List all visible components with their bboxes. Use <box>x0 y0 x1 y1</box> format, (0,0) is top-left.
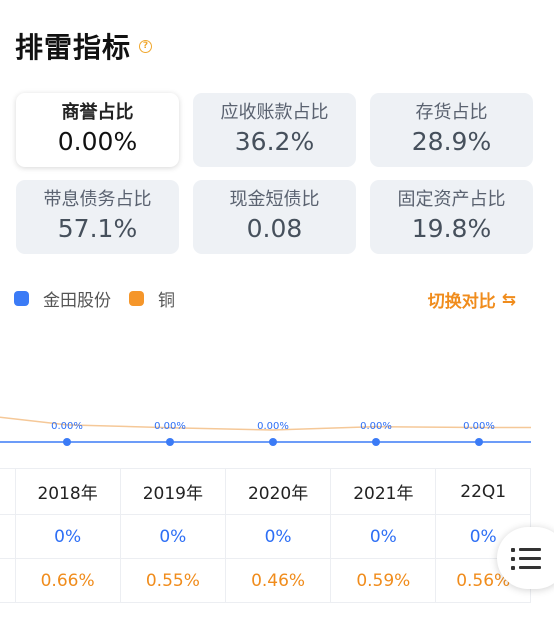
data-label-company: 0.00% <box>360 421 392 432</box>
metric-label: 商誉占比 <box>61 102 134 123</box>
table-header-cell: 2021年 <box>330 468 437 515</box>
data-label-company: 0.00% <box>154 421 186 432</box>
switch-compare-label: 切换对比 <box>427 292 496 312</box>
table-header-row: 2018年 2019年 2020年 2021年 22Q1 <box>0 468 531 515</box>
list-menu-button[interactable] <box>497 527 554 589</box>
switch-compare-button[interactable]: 切换对比 ⇆ <box>427 287 516 313</box>
metric-card-interest-debt[interactable]: 带息债务占比 57.1% <box>16 180 179 254</box>
table-cell: 0% <box>14 514 121 559</box>
data-label-company: 0.00% <box>51 421 83 432</box>
metric-label: 带息债务占比 <box>43 189 152 210</box>
table-cell: 0.46% <box>224 558 332 603</box>
table-cell: 0% <box>224 514 332 559</box>
table-row-stub <box>0 558 16 603</box>
list-menu-icon <box>511 545 541 572</box>
metric-value: 36.2% <box>234 127 315 156</box>
metric-card-goodwill[interactable]: 商誉占比 0.00% <box>16 93 179 167</box>
metric-card-inventory[interactable]: 存货占比 28.9% <box>370 93 533 167</box>
table-header-cell: 2020年 <box>224 468 332 515</box>
metric-card-cash-ratio[interactable]: 现金短债比 0.08 <box>193 180 356 254</box>
trend-chart: 0.00% 0.00% 0.00% 0.00% 0.00% <box>0 416 531 446</box>
switch-icon: ⇆ <box>501 289 516 310</box>
legend-item-company[interactable]: 金田股份 <box>14 286 111 311</box>
legend-swatch-industry <box>129 291 144 306</box>
legend-swatch-company <box>14 291 29 306</box>
metric-value: 28.9% <box>411 127 492 156</box>
question-circle-icon[interactable]: ? <box>139 39 153 53</box>
metric-label: 固定资产占比 <box>397 189 506 210</box>
legend-label-industry: 铜 <box>158 291 175 311</box>
metric-value: 19.8% <box>411 214 492 243</box>
metric-card-fixed-assets[interactable]: 固定资产占比 19.8% <box>370 180 533 254</box>
data-table: 2018年 2019年 2020年 2021年 22Q1 0% 0% 0% 0%… <box>0 468 531 603</box>
table-header-stub <box>0 468 16 515</box>
table-cell: 0.66% <box>14 558 121 603</box>
data-label-company: 0.00% <box>257 421 289 432</box>
metric-card-receivables[interactable]: 应收账款占比 36.2% <box>193 93 356 167</box>
table-row-company: 0% 0% 0% 0% 0% <box>0 514 531 559</box>
chart-legend: 金田股份 铜 <box>14 286 193 311</box>
metrics-grid: 商誉占比 0.00% 应收账款占比 36.2% 存货占比 28.9% 带息债务占… <box>16 93 533 254</box>
legend-item-industry[interactable]: 铜 <box>129 286 175 311</box>
data-point-company <box>166 438 174 446</box>
page-title: 排雷指标 <box>15 31 132 64</box>
metric-label: 现金短债比 <box>229 189 320 210</box>
data-point-company <box>269 438 277 446</box>
table-header-cell: 22Q1 <box>435 468 531 515</box>
data-point-company <box>63 438 71 446</box>
metric-label: 应收账款占比 <box>220 102 329 123</box>
metric-value: 57.1% <box>57 214 138 243</box>
table-header-cell: 2018年 <box>14 468 121 515</box>
metric-value: 0.00% <box>57 127 138 156</box>
metric-label: 存货占比 <box>415 102 488 123</box>
data-point-company <box>372 438 380 446</box>
table-cell: 0% <box>119 514 226 559</box>
title-row: 排雷指标 ? <box>15 24 153 68</box>
legend-label-company: 金田股份 <box>43 291 111 311</box>
table-cell: 0% <box>330 514 437 559</box>
table-cell: 0.55% <box>119 558 226 603</box>
table-header-cell: 2019年 <box>119 468 226 515</box>
series-line-industry <box>0 416 531 431</box>
metric-value: 0.08 <box>246 214 303 243</box>
table-row-industry: 0.66% 0.55% 0.46% 0.59% 0.56% <box>0 558 531 603</box>
table-row-stub <box>0 514 16 559</box>
data-point-company <box>475 438 483 446</box>
data-label-company: 0.00% <box>463 421 495 432</box>
table-cell: 0.59% <box>330 558 437 603</box>
